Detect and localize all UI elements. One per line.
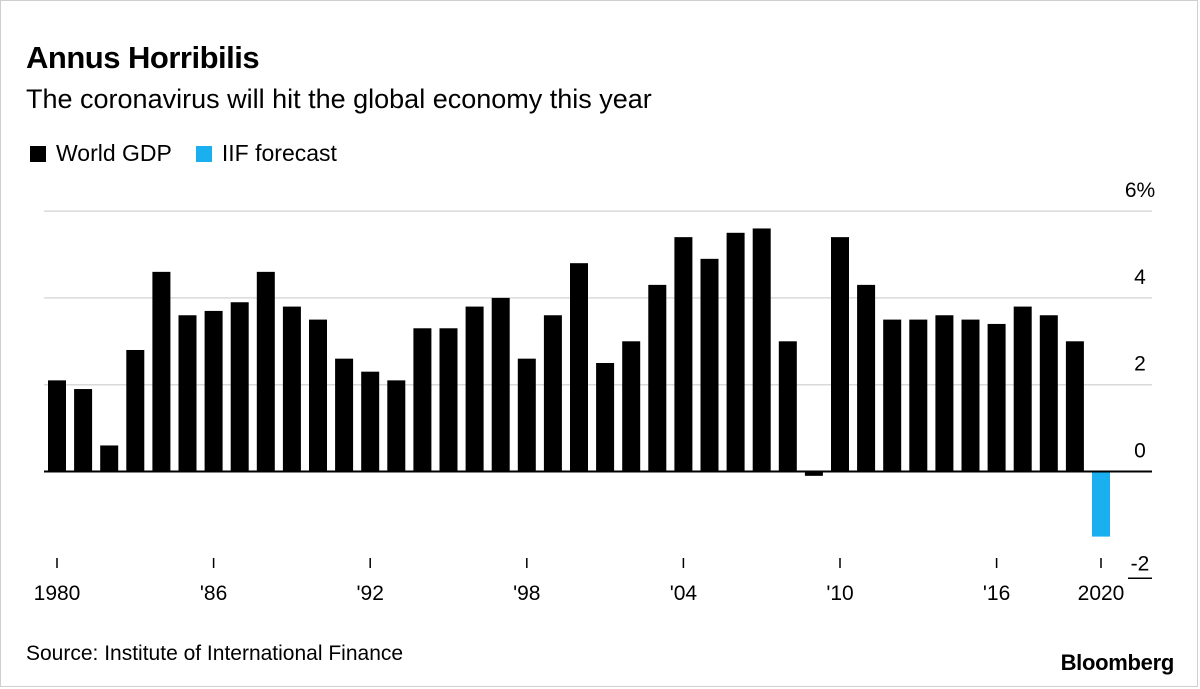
bar-world-gdp-2005 [700, 258, 719, 472]
legend-label-iif-forecast: IIF forecast [221, 140, 337, 166]
bar-world-gdp-2004 [674, 237, 693, 472]
bar-world-gdp-1996 [465, 306, 484, 472]
bar-world-gdp-2003 [648, 284, 667, 472]
bar-world-gdp-2015 [961, 319, 980, 472]
bar-world-gdp-1988 [256, 271, 275, 472]
bar-world-gdp-2008 [778, 341, 797, 472]
x-tick-label-1998: '98 [513, 582, 540, 605]
y-tick-label-2: 2 [1134, 353, 1146, 376]
bar-world-gdp-1990 [309, 319, 327, 472]
bar-world-gdp-1992 [361, 371, 380, 472]
legend-swatch-iif-forecast [195, 145, 212, 162]
bar-world-gdp-1981 [74, 389, 93, 472]
bar-world-gdp-2011 [857, 284, 876, 472]
bar-world-gdp-2017 [1013, 306, 1032, 472]
bar-world-gdp-1991 [335, 358, 354, 472]
bar-world-gdp-1989 [282, 306, 301, 472]
legend-item-iif-forecast: IIF forecast [195, 140, 337, 167]
bar-world-gdp-2007 [752, 228, 771, 472]
y-tick-label-4: -2 [1131, 552, 1150, 575]
bar-world-gdp-2006 [726, 232, 745, 472]
bar-world-gdp-2002 [622, 341, 641, 472]
x-tick-label-1986: '86 [200, 582, 227, 605]
legend-label-world-gdp: World GDP [56, 140, 172, 166]
bar-world-gdp-1980 [48, 380, 66, 472]
bar-world-gdp-1994 [413, 328, 432, 472]
bar-world-gdp-1985 [178, 315, 197, 472]
bar-world-gdp-1986 [204, 310, 223, 472]
x-tick-label-2004: '04 [670, 582, 698, 605]
bar-world-gdp-2012 [883, 319, 902, 472]
y-tick-label-3: 0 [1134, 440, 1146, 463]
bar-world-gdp-1987 [230, 302, 249, 472]
bar-world-gdp-1993 [387, 380, 406, 472]
x-tick-label-1992: '92 [357, 582, 384, 605]
bar-world-gdp-2010 [831, 237, 849, 472]
chart-subtitle: The coronavirus will hit the global econ… [26, 84, 652, 114]
bar-world-gdp-2019 [1065, 341, 1084, 472]
bar-world-gdp-2009 [804, 471, 823, 476]
brand-logo-text: Bloomberg [1060, 650, 1175, 675]
x-tick-label-2010: '10 [826, 582, 853, 605]
x-tick-label-1980: 1980 [34, 582, 81, 605]
bar-world-gdp-2016 [987, 323, 1006, 472]
bar-world-gdp-1999 [543, 315, 562, 472]
bar-world-gdp-2018 [1039, 315, 1058, 472]
legend-item-world-gdp: World GDP [30, 140, 172, 167]
bar-world-gdp-1983 [126, 349, 145, 472]
chart-title: Annus Horribilis [26, 40, 260, 75]
bar-world-gdp-2001 [596, 363, 615, 472]
bar-world-gdp-1995 [439, 328, 458, 472]
y-tick-label-1: 4 [1134, 266, 1146, 289]
bar-iif-forecast-2020 [1092, 471, 1110, 537]
bar-world-gdp-2013 [909, 319, 928, 472]
bar-world-gdp-1984 [152, 271, 171, 472]
legend: World GDP IIF forecast [30, 140, 361, 167]
x-tick-label-2020: 2020 [1078, 582, 1125, 605]
legend-swatch-world-gdp [30, 145, 46, 162]
bar-world-gdp-2014 [935, 315, 954, 472]
bar-world-gdp-1997 [491, 297, 510, 472]
bar-world-gdp-2000 [570, 263, 588, 472]
y-tick-label-0: 6% [1125, 179, 1155, 202]
source-note: Source: Institute of International Finan… [26, 642, 404, 665]
bar-world-gdp-1998 [517, 358, 536, 472]
x-tick-label-2016: '16 [983, 582, 1010, 605]
bar-world-gdp-1982 [100, 445, 119, 472]
